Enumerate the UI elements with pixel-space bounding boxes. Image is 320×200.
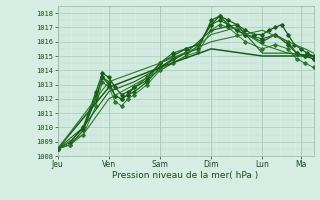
X-axis label: Pression niveau de la mer( hPa ): Pression niveau de la mer( hPa ): [112, 171, 259, 180]
